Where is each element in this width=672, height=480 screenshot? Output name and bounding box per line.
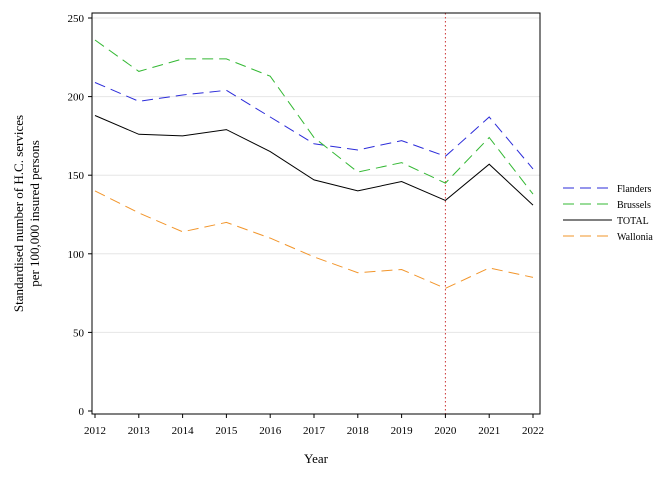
x-tick-label-2014: 2014 bbox=[172, 425, 195, 437]
x-tick-label-2017: 2017 bbox=[303, 425, 326, 437]
y-tick-label-50: 50 bbox=[73, 327, 85, 339]
series-line-brussels bbox=[94, 39, 534, 195]
x-tick-label-2019: 2019 bbox=[391, 425, 414, 437]
y-tick-label-100: 100 bbox=[68, 249, 85, 261]
legend-label-flanders: Flanders bbox=[617, 184, 652, 195]
legend: Flanders Brussels TOTAL Wallonia bbox=[563, 184, 653, 243]
series-line-total bbox=[94, 115, 534, 206]
y-axis-title-line-1: Standardised number of H.C. services bbox=[11, 115, 26, 312]
series-line-flanders bbox=[94, 82, 534, 170]
x-tick-label-2015: 2015 bbox=[215, 425, 238, 437]
x-tick-label-2022: 2022 bbox=[522, 425, 544, 437]
gridlines bbox=[92, 17, 540, 333]
y-axis-title: Standardised number of H.C. services per … bbox=[11, 115, 42, 312]
y-tick-label-250: 250 bbox=[68, 13, 85, 25]
legend-label-wallonia: Wallonia bbox=[617, 232, 653, 243]
y-axis: 0 50 100 150 200 250 bbox=[68, 13, 92, 418]
x-tick-label-2012: 2012 bbox=[84, 425, 106, 437]
x-tick-label-2013: 2013 bbox=[128, 425, 151, 437]
y-tick-label-150: 150 bbox=[68, 170, 85, 182]
x-axis: 2012 2013 2014 2015 2016 2017 2018 2019 2020 2021… bbox=[84, 414, 544, 437]
y-tick-label-0: 0 bbox=[79, 406, 85, 418]
series-line-wallonia bbox=[94, 190, 534, 289]
x-tick-label-2021: 2021 bbox=[478, 425, 500, 437]
x-axis-title: Year bbox=[304, 451, 329, 466]
x-tick-label-2020: 2020 bbox=[434, 425, 457, 437]
plot-frame bbox=[91, 12, 541, 415]
y-tick-label-200: 200 bbox=[68, 92, 85, 104]
y-axis-title-line-2: per 100,000 insured persons bbox=[27, 140, 42, 287]
legend-label-total: TOTAL bbox=[617, 216, 649, 227]
x-tick-label-2016: 2016 bbox=[259, 425, 282, 437]
series-layer bbox=[94, 39, 534, 289]
legend-label-brussels: Brussels bbox=[617, 200, 651, 211]
x-tick-label-2018: 2018 bbox=[347, 425, 370, 437]
